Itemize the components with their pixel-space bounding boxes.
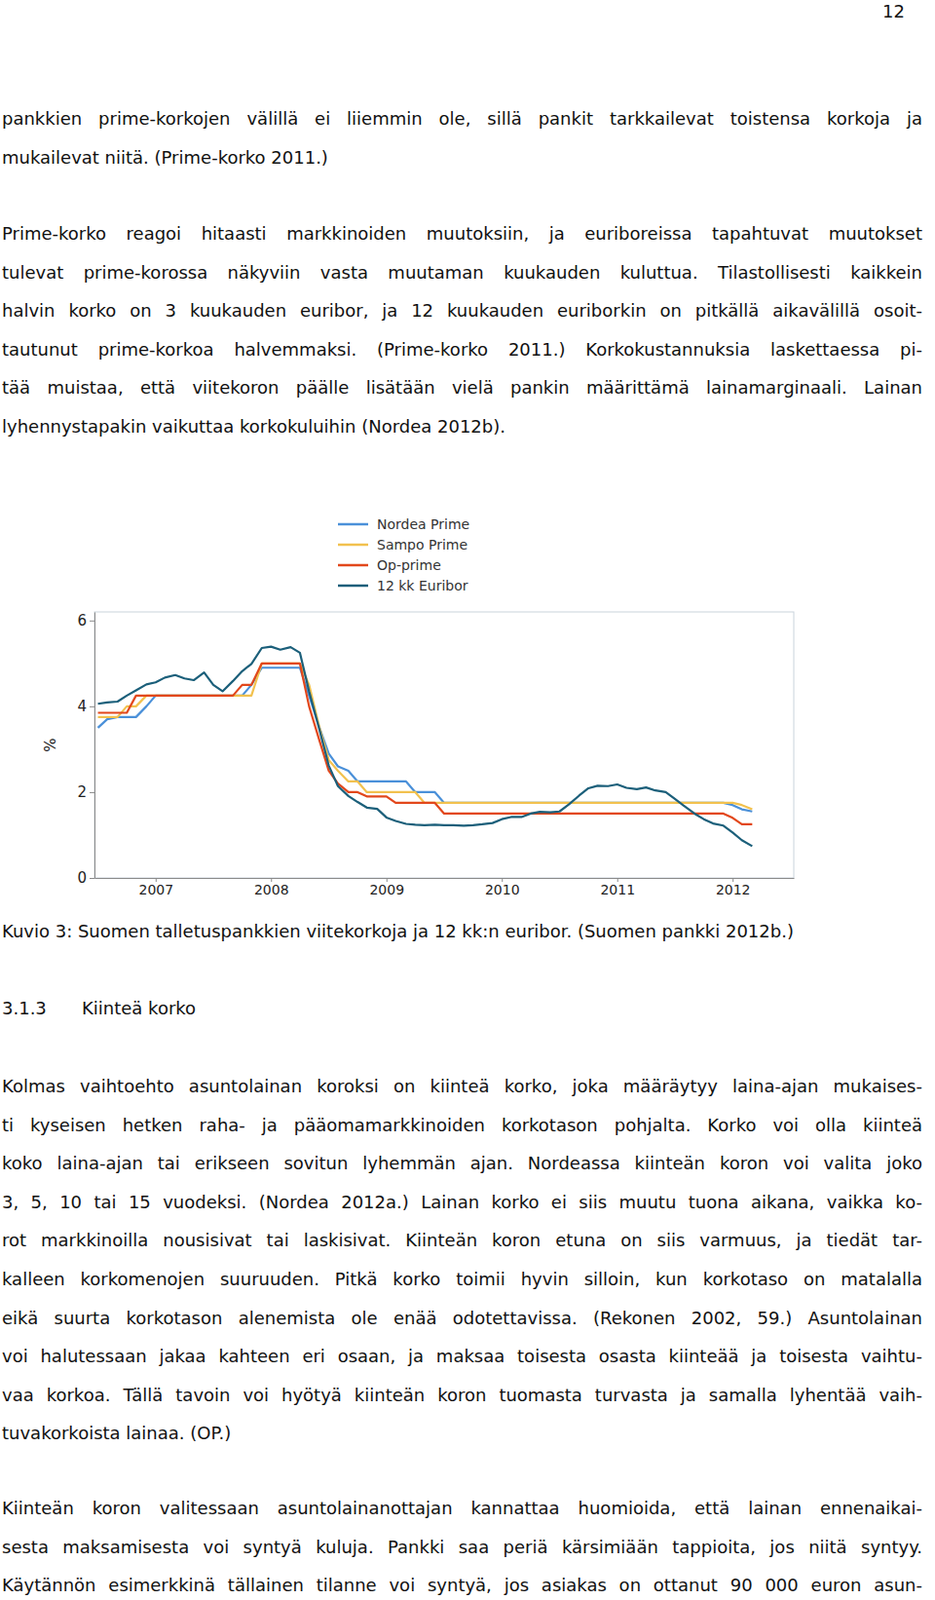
text-line-content: Käytännön esimerkkinä tällainen tilanne … [1,1573,923,1595]
x-tick: 2011 [599,877,636,898]
y-tick: 6 [76,611,95,630]
text-line-content: halvin korko on 3 kuukauden euribor, ja … [1,299,923,321]
text-line-content: eikä suurta korkotason alenemista ole en… [1,1307,923,1328]
x-tick: 2008 [254,877,290,898]
legend-swatch [337,563,369,567]
y-axis-title: % [41,737,60,751]
text-line-content: Kiinteän koron valitessaan asuntolainano… [1,1496,923,1518]
x-tick: 2012 [715,877,751,898]
plot-area [98,646,753,847]
x-tick: 2007 [138,877,174,898]
text-line: pankkien prime-korkojen välillä ei liiem… [1,107,923,131]
figure-caption: Kuvio 3: Suomen talletuspankkien viiteko… [1,919,794,943]
text-line-content: vaa korkoa. Tällä tavoin voi hyötyä kiin… [1,1383,923,1405]
text-line-content: rot markkinoilla nousisivat tai laskisiv… [1,1229,923,1250]
text-line-content: ti kyseisen hetken raha- ja pääomamarkki… [1,1114,923,1135]
text-line: Kolmas vaihtoehto asuntolainan koroksi o… [1,1074,923,1098]
x-tick: 2009 [369,877,405,898]
y-tick-label: 2 [76,783,87,801]
legend-entry: 12 kk Euribor [337,577,469,594]
legend-entry: Op-prime [337,557,442,573]
legend-label: Sampo Prime [376,536,468,553]
text-line: vaa korkoa. Tällä tavoin voi hyötyä kiin… [1,1383,923,1407]
text-line-content: Kolmas vaihtoehto asuntolainan koroksi o… [1,1075,923,1096]
text-line: eikä suurta korkotason alenemista ole en… [1,1306,923,1330]
series-line [98,663,753,810]
y-tick-label: 0 [76,868,87,887]
legend-swatch [337,543,369,547]
text-line-content: voi halutessaan jakaa kahteen eri osaan,… [1,1345,923,1366]
legend-label: 12 kk Euribor [376,577,469,594]
text-line-content: 3, 5, 10 tai 15 vuodeksi. (Nordea 2012a.… [1,1191,923,1212]
text-line: voi halutessaan jakaa kahteen eri osaan,… [1,1344,923,1368]
text-line: sesta maksamisesta voi syntyä kuluja. Pa… [1,1534,923,1559]
text-line: 3, 5, 10 tai 15 vuodeksi. (Nordea 2012a.… [1,1190,923,1214]
text-line: koko laina-ajan tai erikseen sovitun lyh… [1,1151,923,1175]
text-line-content: koko laina-ajan tai erikseen sovitun lyh… [1,1152,923,1173]
heading-number: 3.1.3 [1,996,47,1020]
y-tick-mark [89,791,95,793]
series-line [98,663,753,824]
x-tick-label: 2010 [485,881,521,898]
y-tick-mark [89,706,95,708]
text-line: Prime-korko reagoi hitaasti markkinoiden… [1,222,923,246]
x-tick-label: 2008 [254,881,290,898]
text-line-content: lyhennystapakin vaikuttaa korkokuluihin … [1,415,506,437]
text-line: rot markkinoilla nousisivat tai laskisiv… [1,1228,923,1252]
text-line-content: tuvakorkoista lainaa. (OP.) [1,1421,231,1443]
text-line: tää muistaa, että viitekoron päälle lisä… [1,375,923,400]
heading-title: Kiinteä korko [81,996,196,1020]
text-line-content: Prime-korko reagoi hitaasti markkinoiden… [1,223,923,244]
text-line: Kiinteän koron valitessaan asuntolainano… [1,1496,923,1520]
text-line-content: tää muistaa, että viitekoron päälle lisä… [1,376,923,398]
text-line: lyhennystapakin vaikuttaa korkokuluihin … [1,414,923,439]
x-tick: 2010 [485,877,521,898]
text-line: ti kyseisen hetken raha- ja pääomamarkki… [1,1113,923,1137]
text-line: kalleen korkomenojen suuruuden. Pitkä ko… [1,1267,923,1291]
y-axis: 0 2 4 6 [76,611,95,887]
y-tick-label: 4 [76,697,87,715]
text-line-content: mukailevat niitä. (Prime-korko 2011.) [1,147,329,168]
chart: 0 2 4 6 2007 2008 2009 2010 2011 2012% Nordea Prim… [0,506,935,916]
legend-swatch [337,523,369,526]
text-line: mukailevat niitä. (Prime-korko 2011.) [1,146,923,170]
y-tick-mark [89,877,95,879]
text-line-content: pankkien prime-korkojen välillä ei liiem… [1,108,923,129]
text-line-content: kalleen korkomenojen suuruuden. Pitkä ko… [1,1268,923,1289]
y-axis-line [94,612,96,879]
plot-frame [94,611,794,878]
legend-entry: Sampo Prime [337,536,468,553]
text-line: tulevat prime-korossa näkyviin vasta muu… [1,261,923,285]
legend-swatch [337,584,369,588]
y-tick-mark [89,620,95,622]
text-line-content: tulevat prime-korossa näkyviin vasta muu… [1,261,923,283]
series-line [98,646,753,847]
page-number: 12 [882,0,905,24]
page: 12 pankkien prime-korkojen välillä ei lii… [0,0,935,1600]
text-line: halvin korko on 3 kuukauden euribor, ja … [1,299,923,323]
x-tick-label: 2011 [599,881,636,898]
legend: Nordea Prime Sampo Prime Op-prime 12 kk Eur… [337,516,470,594]
y-tick-label: 6 [76,611,87,630]
y-tick: 2 [76,783,95,801]
legend-label: Op-prime [376,557,442,573]
text-line: tuvakorkoista lainaa. (OP.) [1,1421,923,1445]
legend-label: Nordea Prime [376,516,470,532]
text-line-content: tautunut prime-korkoa halvemmaksi. (Prim… [1,338,923,360]
legend-entry: Nordea Prime [337,516,470,532]
text-line: Käytännön esimerkkinä tällainen tilanne … [1,1572,923,1597]
x-tick-label: 2012 [715,881,751,898]
y-tick: 0 [76,868,95,887]
x-tick-label: 2007 [138,881,174,898]
y-tick: 4 [76,697,95,715]
text-line-content: sesta maksamisesta voi syntyä kuluja. Pa… [1,1535,923,1557]
x-axis: 2007 2008 2009 2010 2011 2012 [95,877,795,898]
text-line: tautunut prime-korkoa halvemmaksi. (Prim… [1,337,923,362]
x-axis-line [95,877,795,879]
x-tick-label: 2009 [369,881,405,898]
